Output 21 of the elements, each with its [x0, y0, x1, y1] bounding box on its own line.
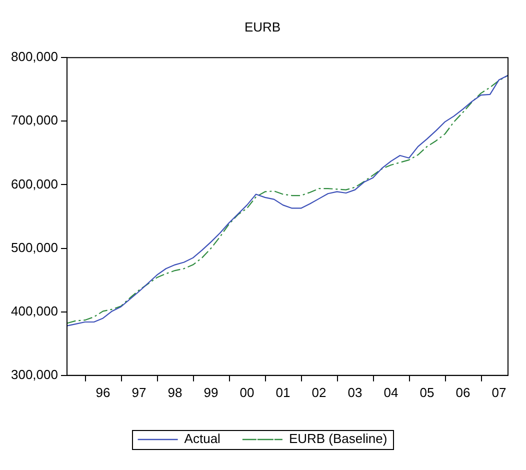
x-tick-label: 00: [240, 384, 254, 400]
y-tick-label: 700,000: [10, 112, 58, 128]
x-tick-label: 02: [312, 384, 326, 400]
x-tick-label: 98: [168, 384, 182, 400]
x-tick-label: 01: [276, 384, 290, 400]
x-tick-label: 96: [96, 384, 110, 400]
y-tick-label: 300,000: [10, 366, 58, 382]
y-tick-label: 800,000: [10, 49, 58, 64]
y-tick-label: 600,000: [10, 176, 58, 192]
y-tick-label: 400,000: [10, 303, 58, 318]
legend-label: EURB (Baseline): [288, 431, 388, 446]
x-tick-label: 07: [492, 384, 506, 400]
x-tick-label: 97: [132, 384, 146, 400]
x-tick-label: 06: [456, 384, 470, 400]
x-tick-label: 99: [204, 384, 218, 400]
x-tick-label: 04: [384, 384, 398, 400]
chart-title: EURB: [244, 19, 281, 34]
y-tick-label: 500,000: [10, 240, 58, 255]
x-tick-label: 03: [348, 384, 362, 400]
x-tick-label: 05: [420, 384, 434, 400]
legend-label: Actual: [184, 431, 221, 446]
